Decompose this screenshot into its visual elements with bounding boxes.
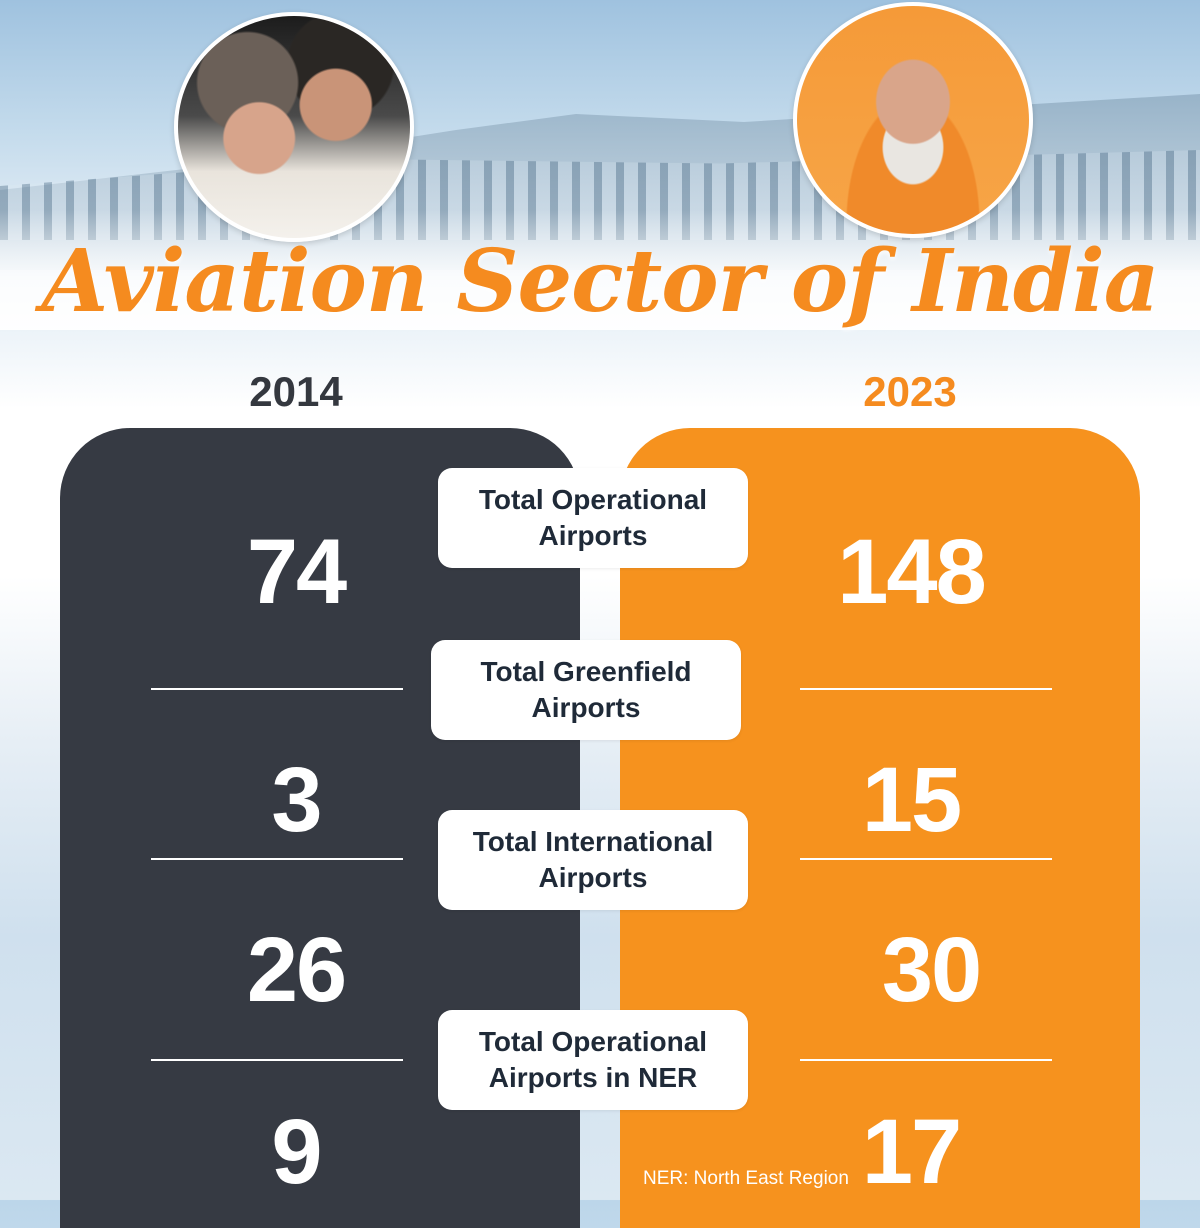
value-2014-international-airports: 26 <box>246 919 347 1021</box>
value-2023-ner-airports: 17 <box>861 1101 962 1203</box>
divider-left-2 <box>151 858 403 860</box>
label-operational-airports: Total Operational Airports <box>438 468 748 568</box>
value-2014-operational-airports: 74 <box>246 521 347 623</box>
label-greenfield-airports: Total Greenfield Airports <box>431 640 741 740</box>
label-ner-airports: Total Operational Airports in NER <box>438 1010 748 1110</box>
divider-right-1 <box>800 688 1052 690</box>
value-2023-operational-airports: 148 <box>837 521 987 623</box>
year-2014-heading: 2014 <box>249 368 343 415</box>
left-portrait-photo <box>174 12 414 242</box>
value-2023-greenfield-airports: 15 <box>861 749 962 851</box>
page-title: Aviation Sector of India <box>41 231 1160 332</box>
right-portrait-photo <box>793 2 1033 238</box>
value-2023-international-airports: 30 <box>881 919 982 1021</box>
background-fade <box>0 210 1200 330</box>
divider-left-3 <box>151 1059 403 1061</box>
value-2014-greenfield-airports: 3 <box>271 749 322 851</box>
value-2014-ner-airports: 9 <box>271 1101 322 1203</box>
label-international-airports: Total International Airports <box>438 810 748 910</box>
footnote: NER: North East Region <box>643 1168 849 1189</box>
divider-right-3 <box>800 1059 1052 1061</box>
year-2023-heading: 2023 <box>863 368 957 415</box>
divider-left-1 <box>151 688 403 690</box>
divider-right-2 <box>800 858 1052 860</box>
